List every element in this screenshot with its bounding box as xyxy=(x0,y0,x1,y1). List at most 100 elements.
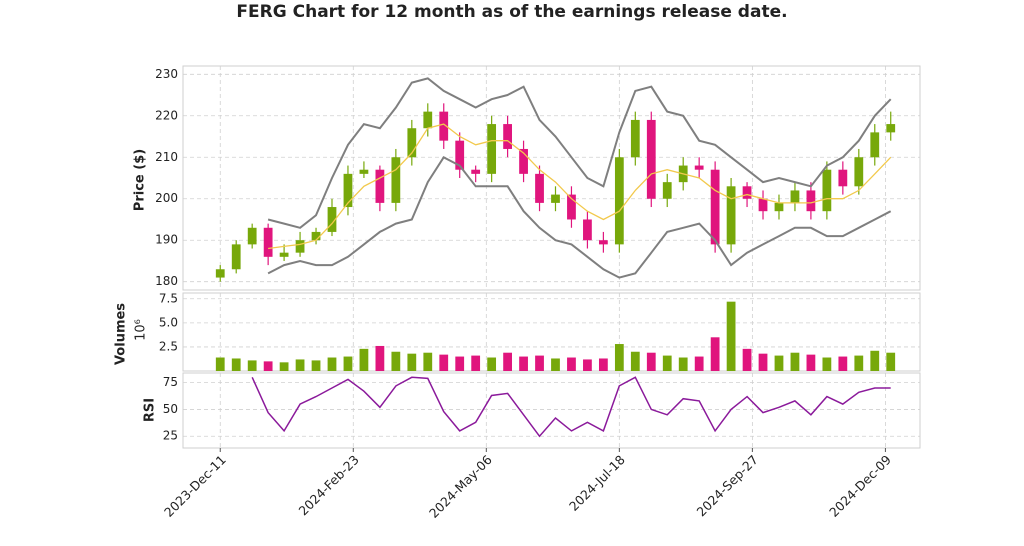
candle-body xyxy=(471,169,481,174)
y-tick-label: 50 xyxy=(163,402,178,416)
candle-body xyxy=(343,173,353,208)
volume-bar xyxy=(774,355,784,371)
candle-body xyxy=(407,128,417,158)
candle-body xyxy=(886,124,896,133)
y-tick-label: 5.0 xyxy=(159,315,178,329)
candle-body xyxy=(247,227,257,245)
volume-bar xyxy=(614,344,624,371)
volume-bar xyxy=(710,337,720,371)
candle-body xyxy=(774,202,784,212)
volume-bar xyxy=(231,358,241,371)
volume-bar xyxy=(806,354,816,371)
volume-bar xyxy=(359,348,369,371)
candle-body xyxy=(806,190,816,212)
candle-body xyxy=(662,182,672,199)
volume-bar xyxy=(215,357,225,371)
volume-bar xyxy=(487,357,497,371)
candle-body xyxy=(519,148,528,174)
volume-bar xyxy=(678,357,688,371)
candle-body xyxy=(742,186,752,199)
rsi-axis-label: RSI xyxy=(143,398,158,422)
candle-body xyxy=(263,227,273,257)
volume-bar xyxy=(646,352,656,371)
candle-body xyxy=(646,119,656,199)
candle-body xyxy=(311,231,321,241)
y-tick-label: 7.5 xyxy=(159,291,178,305)
volume-bar xyxy=(455,356,465,371)
volume-bar xyxy=(343,356,353,371)
volume-bar xyxy=(295,359,305,371)
volume-bar xyxy=(838,356,848,371)
volume-bar xyxy=(279,362,289,371)
x-tick-label: 2024-Dec-09 xyxy=(826,452,894,520)
volume-axis-label: Volumes xyxy=(114,303,129,365)
candle-body xyxy=(455,140,465,170)
volume-bar xyxy=(263,361,273,371)
candle-body xyxy=(694,165,704,170)
candle-body xyxy=(503,124,512,149)
volume-bar xyxy=(519,356,528,371)
candle-body xyxy=(359,169,369,174)
volume-bar xyxy=(790,352,800,371)
volume-bar xyxy=(854,355,864,371)
candle-body xyxy=(215,269,225,278)
candle-body xyxy=(758,198,768,212)
candle-body xyxy=(790,190,800,203)
candle-body xyxy=(375,169,385,203)
panel-frame xyxy=(182,65,921,291)
volume-bar xyxy=(327,357,337,371)
candle-body xyxy=(870,132,880,158)
y-tick-label: 75 xyxy=(163,375,178,389)
candle-body xyxy=(567,194,576,220)
volume-bar xyxy=(535,355,544,371)
volume-bar xyxy=(503,352,512,371)
x-tick-label: 2024-Sep-27 xyxy=(694,452,761,519)
volume-bar xyxy=(726,301,736,371)
candle-body xyxy=(295,240,305,253)
candle-body xyxy=(726,186,736,245)
volume-bar xyxy=(583,359,592,371)
x-tick-label: 2024-May-06 xyxy=(426,452,495,521)
y-tick-label: 230 xyxy=(155,67,178,81)
volume-bar xyxy=(822,357,832,371)
candle-body xyxy=(551,194,560,203)
candle-body xyxy=(838,169,848,187)
y-tick-label: 25 xyxy=(163,429,178,443)
volume-bar xyxy=(870,350,880,371)
volume-bar xyxy=(551,358,560,371)
candle-body xyxy=(614,157,624,245)
panel-frame xyxy=(182,372,921,449)
bollinger-lower xyxy=(267,155,892,279)
volume-bar xyxy=(758,353,768,371)
volume-bar xyxy=(247,360,257,371)
candle-body xyxy=(598,240,608,245)
x-tick-label: 2023-Dec-11 xyxy=(161,452,229,520)
volume-bar xyxy=(439,354,449,371)
volume-bar xyxy=(630,351,640,371)
volume-multiplier: 10⁶ xyxy=(134,319,149,341)
candle-body xyxy=(423,111,433,129)
candle-body xyxy=(487,124,497,174)
volume-bar xyxy=(423,352,433,371)
volume-bar xyxy=(598,358,608,371)
y-tick-label: 220 xyxy=(155,108,178,122)
y-tick-label: 190 xyxy=(155,233,178,247)
volume-bar xyxy=(375,345,385,371)
y-tick-label: 210 xyxy=(155,150,178,164)
volume-bar xyxy=(694,356,704,371)
volume-bar xyxy=(471,355,481,371)
candle-body xyxy=(439,111,449,141)
candle-body xyxy=(279,252,289,257)
y-tick-label: 200 xyxy=(155,191,178,205)
candle-body xyxy=(854,157,864,187)
x-tick-label: 2024-Feb-23 xyxy=(295,452,361,518)
candle-body xyxy=(822,169,832,212)
candle-body xyxy=(391,157,401,203)
volume-bar xyxy=(391,351,401,371)
price-axis-label: Price ($) xyxy=(133,149,148,211)
volume-bar xyxy=(742,348,752,371)
bollinger-upper xyxy=(267,77,892,229)
candle-body xyxy=(710,169,720,245)
rsi-line xyxy=(251,376,891,438)
